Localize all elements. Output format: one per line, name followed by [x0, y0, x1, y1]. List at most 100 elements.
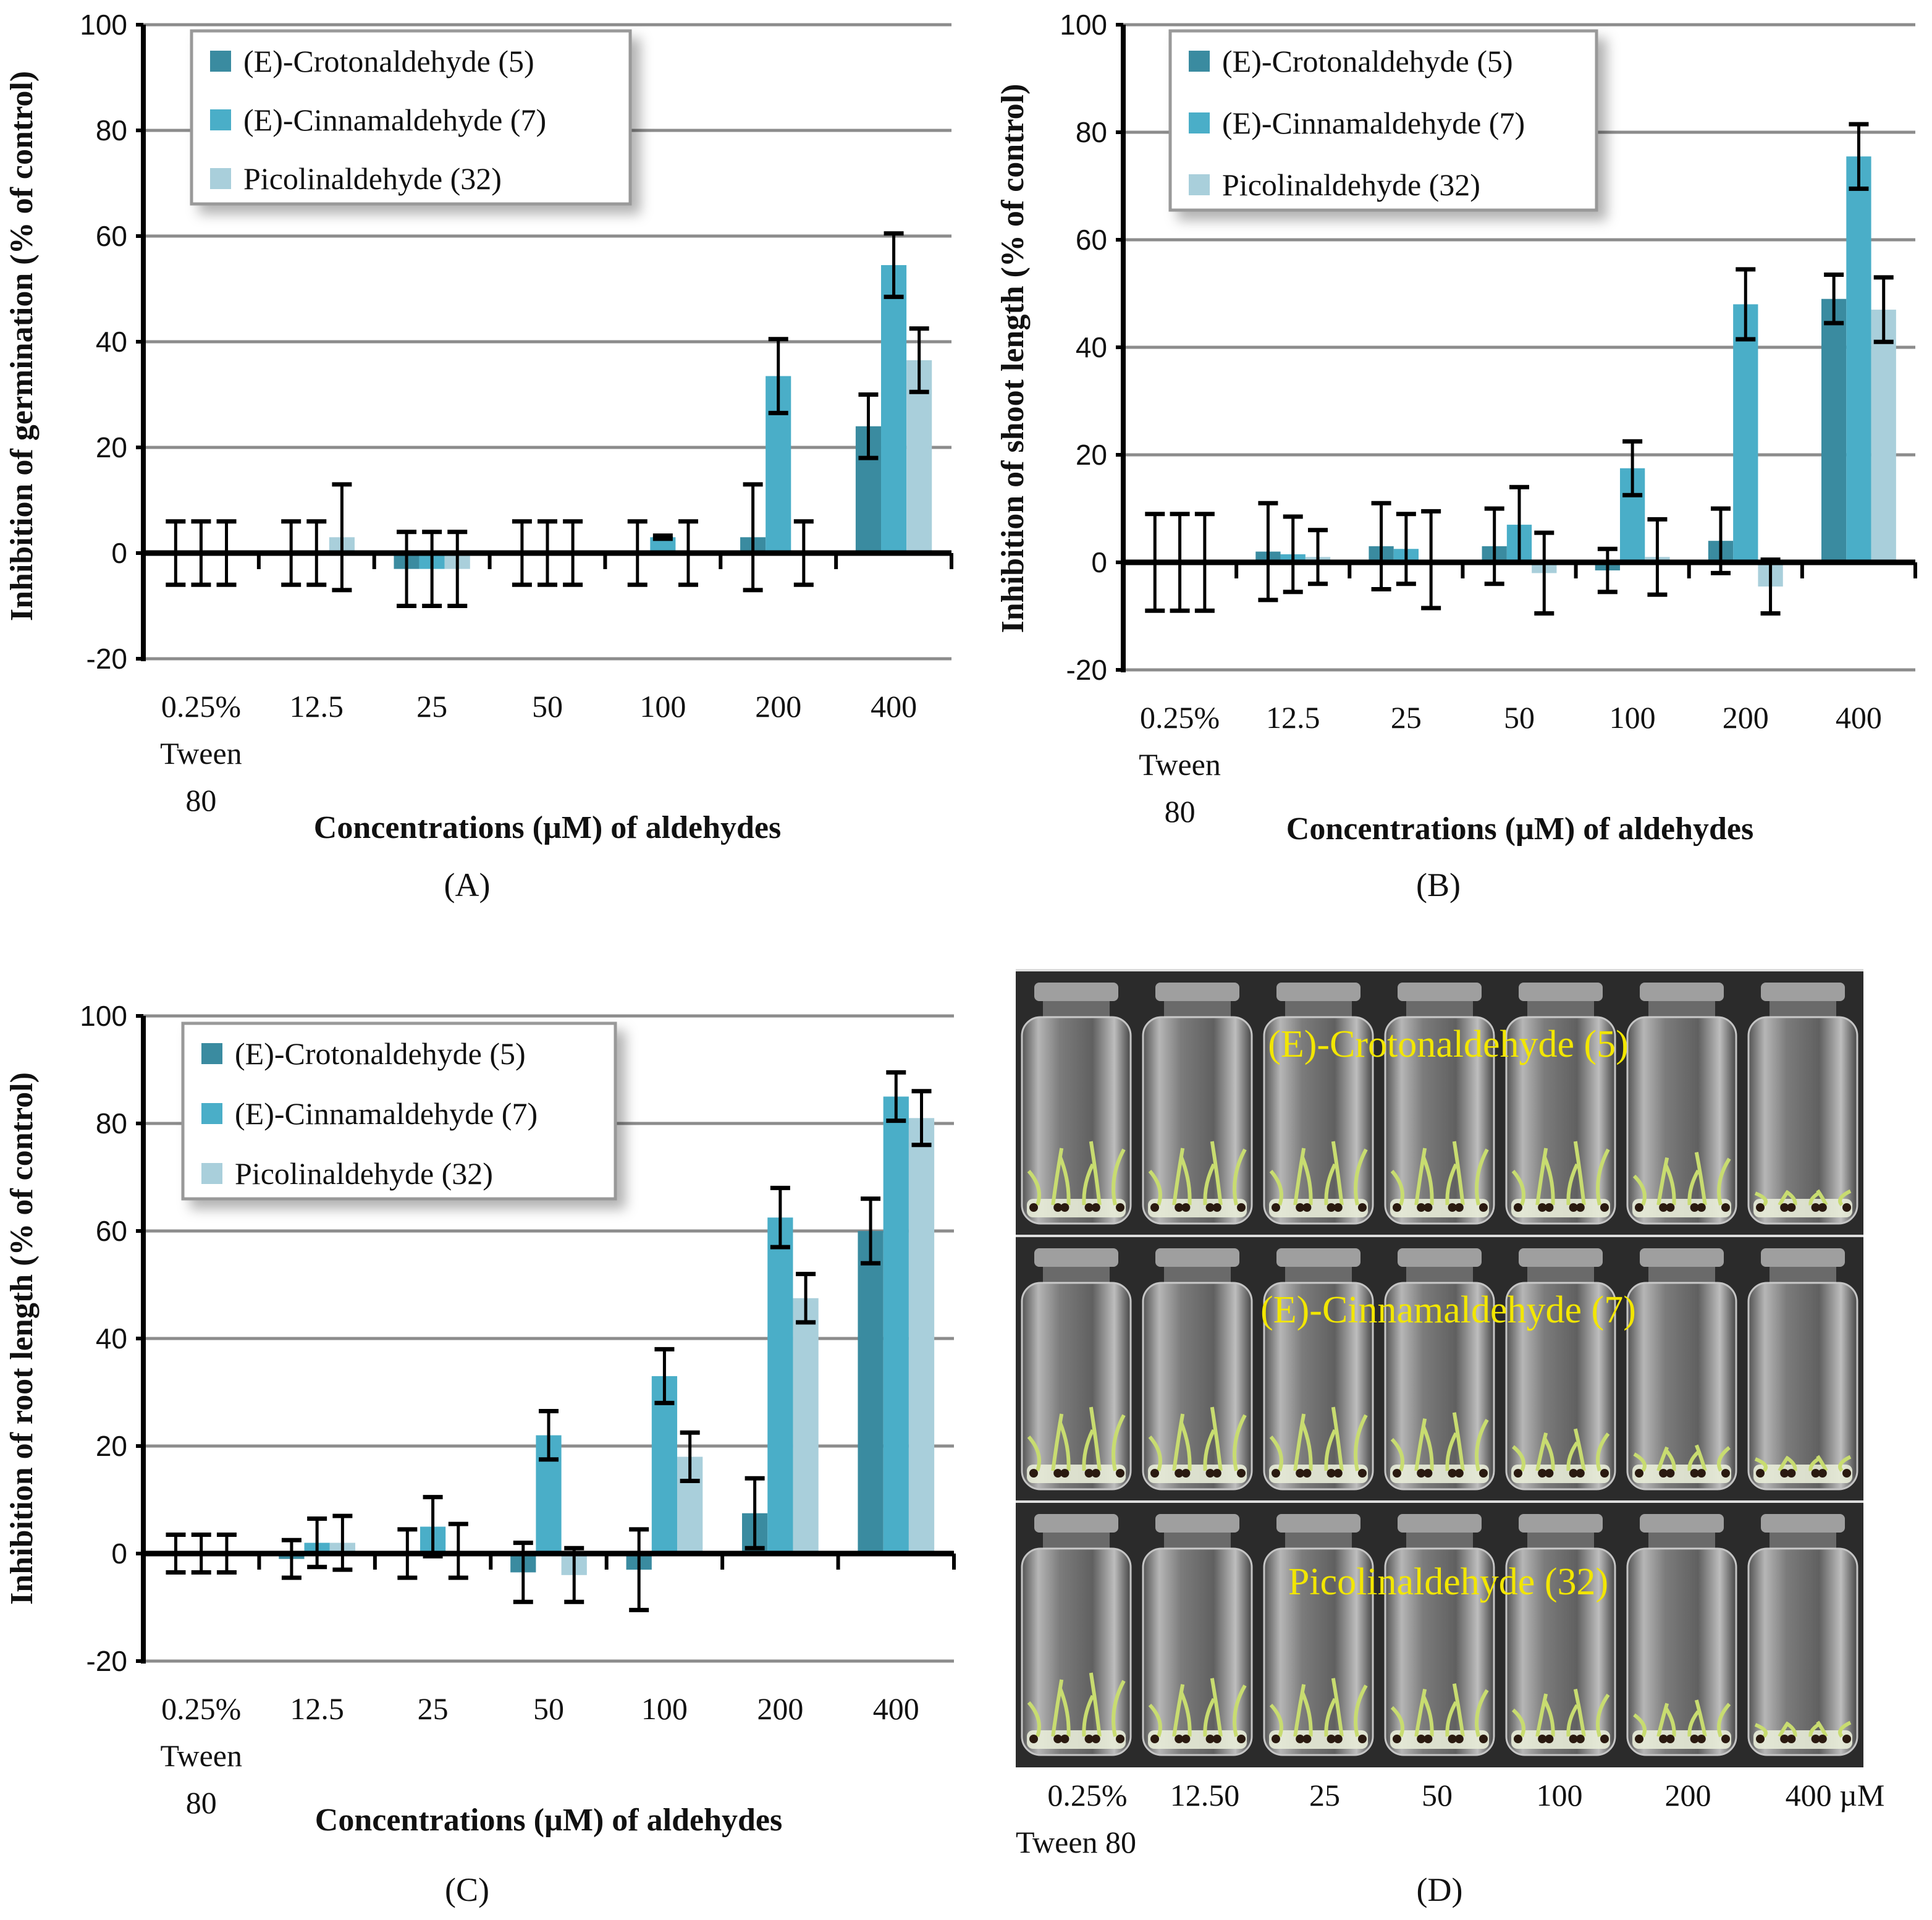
error-bar — [768, 337, 788, 415]
seedling — [1421, 1155, 1434, 1206]
y-tick-label: -20 — [1066, 654, 1107, 686]
seed — [1569, 1203, 1578, 1212]
seedling — [1112, 1680, 1126, 1737]
seed — [1787, 1203, 1796, 1212]
seedling — [1354, 1684, 1368, 1737]
seed — [1237, 1735, 1246, 1743]
panel-caption: (B) — [1416, 866, 1461, 903]
seedling — [1475, 1689, 1489, 1737]
seed — [1084, 1735, 1094, 1743]
seed — [1600, 1735, 1609, 1743]
x-tick-label: 80 — [1165, 794, 1196, 829]
error-bar — [1824, 273, 1844, 326]
seed — [1811, 1203, 1820, 1212]
error-bar — [423, 1495, 443, 1558]
seed — [1666, 1203, 1675, 1212]
seed — [1697, 1735, 1706, 1743]
seed — [1212, 1203, 1221, 1212]
seed — [1818, 1203, 1827, 1212]
seedling — [1535, 1693, 1548, 1737]
error-bar — [886, 1070, 906, 1123]
legend-label: Picolinaldehyde (32) — [1222, 167, 1480, 202]
error-bar — [191, 519, 211, 587]
y-tick-label: 40 — [96, 1322, 127, 1355]
bar-cinnamaldehyde — [767, 1217, 793, 1554]
seed — [1424, 1735, 1433, 1743]
seed — [1842, 1735, 1851, 1743]
error-bar — [281, 1537, 302, 1580]
error-bar — [513, 1541, 533, 1604]
error-bar — [911, 1089, 932, 1148]
error-bar — [1308, 528, 1328, 586]
error-bar — [216, 1533, 237, 1575]
seed — [1697, 1469, 1706, 1478]
error-bar — [1484, 506, 1504, 586]
x-tick-label: 0.25% — [1140, 700, 1220, 735]
legend-swatch — [210, 168, 231, 189]
seed — [1272, 1203, 1280, 1212]
agar-base — [1632, 1730, 1731, 1749]
seed — [1060, 1735, 1069, 1743]
vial-jar — [1142, 1248, 1253, 1491]
seedling — [1421, 1694, 1434, 1737]
seedling — [1542, 1698, 1555, 1737]
error-bar — [1371, 501, 1391, 591]
agar-base — [1632, 1465, 1731, 1483]
seed — [1150, 1469, 1159, 1478]
seedling — [1542, 1155, 1555, 1206]
legend-label: (E)-Cinnamaldehyde (7) — [235, 1096, 538, 1131]
seedling — [1179, 1691, 1192, 1737]
seedling — [1210, 1141, 1223, 1206]
error-bar — [1396, 512, 1416, 586]
y-tick-label: 80 — [96, 114, 127, 146]
seed — [1479, 1203, 1488, 1212]
seed — [1756, 1203, 1765, 1212]
seedling — [1785, 1456, 1797, 1471]
seed — [1417, 1203, 1426, 1212]
x-axis-title: Concentrations (µM) of aldehydes — [315, 1803, 782, 1838]
legend-swatch — [1189, 174, 1210, 195]
seedling — [1354, 1148, 1368, 1206]
y-tick-label: 0 — [111, 537, 127, 569]
agar-base — [1269, 1730, 1368, 1749]
error-bar — [332, 482, 352, 593]
photo-row-label: (E)-Cinnamaldehyde (7) — [1260, 1289, 1636, 1331]
seed — [1659, 1203, 1668, 1212]
seed — [1212, 1735, 1221, 1743]
y-tick-label: 20 — [96, 431, 127, 463]
seedling — [1269, 1703, 1283, 1738]
seedling — [1324, 1429, 1337, 1471]
seed — [1454, 1203, 1464, 1212]
seedling — [1656, 1157, 1669, 1206]
seed — [1600, 1469, 1609, 1478]
seedling — [1445, 1701, 1458, 1737]
error-bar — [563, 519, 583, 587]
x-tick-label: 12.5 — [1266, 700, 1320, 735]
seedling — [1269, 1170, 1283, 1206]
seedling — [1203, 1163, 1216, 1206]
error-bar — [1622, 439, 1643, 497]
vial-jar — [1747, 1514, 1858, 1756]
y-tick-label: 60 — [96, 220, 127, 252]
seedling — [1838, 1455, 1852, 1472]
legend-swatch — [201, 1103, 222, 1124]
photo-column-label: 12.50 — [1170, 1778, 1240, 1812]
seedling — [1082, 1429, 1095, 1471]
seedling — [1664, 1448, 1676, 1471]
seedling — [1633, 1452, 1647, 1472]
error-bar — [306, 519, 327, 587]
seedling — [1112, 1148, 1126, 1206]
seed — [1448, 1203, 1457, 1212]
x-tick-label: Tween — [160, 1738, 242, 1773]
seed — [1538, 1203, 1547, 1212]
seedling — [1203, 1429, 1216, 1471]
photo-column-label: 400 µM — [1786, 1778, 1885, 1812]
seedling — [1089, 1406, 1102, 1471]
y-tick-label: 80 — [1076, 116, 1107, 148]
error-bar — [1647, 517, 1668, 597]
error-bar — [1736, 267, 1756, 342]
x-tick-label: 50 — [533, 1691, 564, 1726]
agar-base — [1148, 1199, 1247, 1217]
seedling — [1300, 1421, 1313, 1471]
y-tick-label: 40 — [96, 326, 127, 358]
